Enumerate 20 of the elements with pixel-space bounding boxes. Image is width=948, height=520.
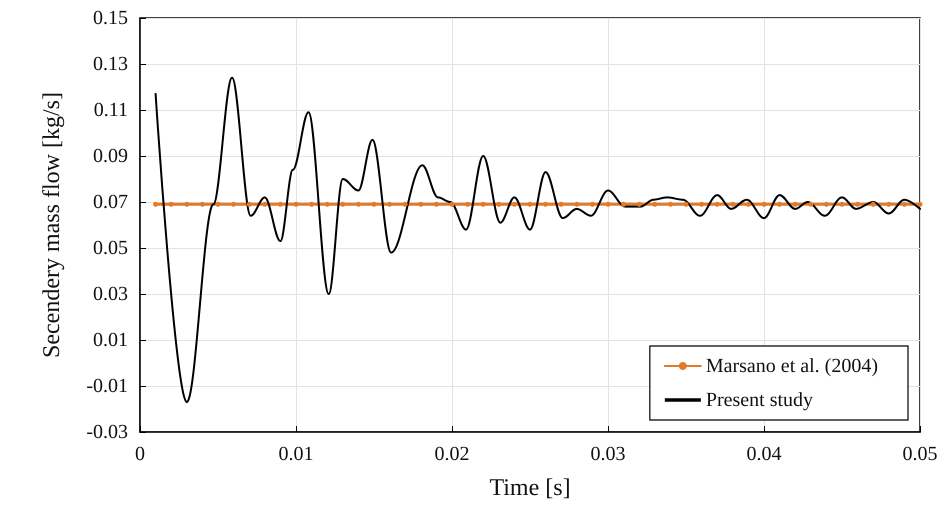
y-tick-label: 0.13 xyxy=(93,53,128,75)
x-tick-label: 0.01 xyxy=(278,443,314,465)
x-tick-label: 0 xyxy=(135,443,145,465)
y-tick-label: 0.03 xyxy=(93,283,128,305)
x-tick-label: 0.04 xyxy=(746,443,782,465)
y-tick-label: 0.05 xyxy=(93,237,128,259)
x-axis-title: Time [s] xyxy=(489,475,571,501)
y-tick-label: -0.03 xyxy=(86,421,128,443)
x-tick-label: 0.03 xyxy=(590,443,626,465)
y-tick-label: -0.01 xyxy=(86,375,128,397)
legend-label: Marsano et al. (2004) xyxy=(706,355,878,377)
y-axis-title: Secendery mass flow [kg/s] xyxy=(39,92,65,358)
x-tick-label: 0.05 xyxy=(902,443,938,465)
legend-label: Present study xyxy=(706,389,814,411)
y-tick-label: 0.11 xyxy=(94,99,128,121)
y-tick-label: 0.07 xyxy=(93,191,128,213)
y-tick-label: 0.01 xyxy=(93,329,128,351)
y-tick-label: 0.15 xyxy=(93,7,128,29)
x-tick-label: 0.02 xyxy=(434,443,470,465)
y-tick-label: 0.09 xyxy=(93,145,128,167)
